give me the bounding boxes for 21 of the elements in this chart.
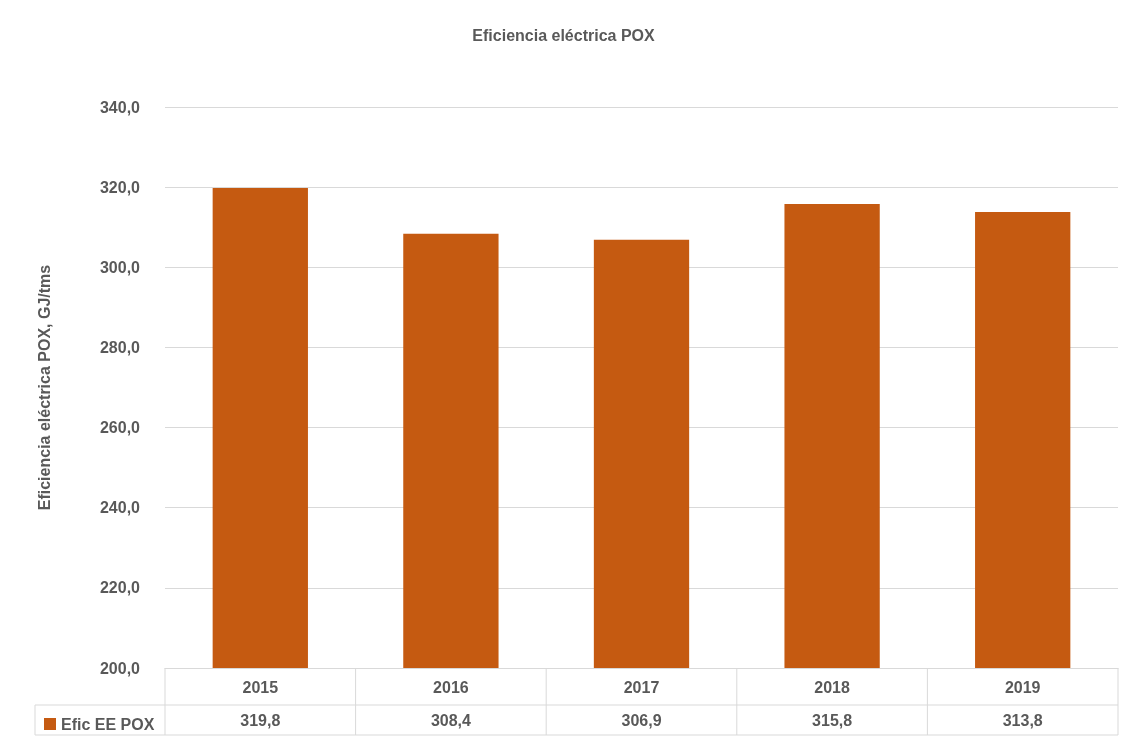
y-tick-label: 240,0 <box>99 499 141 517</box>
x-tick-label: 2015 <box>242 678 279 696</box>
x-tick-label: 2017 <box>623 678 660 696</box>
legend-label: Efic EE POX <box>61 715 155 733</box>
data-label: 308,4 <box>430 711 472 729</box>
y-tick-label: 320,0 <box>99 178 141 196</box>
y-tick-label: 200,0 <box>99 659 141 677</box>
y-tick-label: 220,0 <box>99 579 141 597</box>
data-label: 306,9 <box>621 711 662 729</box>
y-tick-label: 340,0 <box>99 98 141 116</box>
y-tick-label: 300,0 <box>99 258 141 276</box>
x-tick-label: 2019 <box>1004 678 1041 696</box>
data-label: 319,8 <box>240 711 281 729</box>
chart-title: Eficiencia eléctrica POX <box>472 26 655 44</box>
x-tick-label: 2016 <box>433 678 469 696</box>
data-label: 313,8 <box>1002 711 1043 729</box>
y-tick-label: 280,0 <box>99 338 141 356</box>
y-tick-label: 260,0 <box>99 419 141 437</box>
data-label: 315,8 <box>812 711 853 729</box>
y-axis-title: Eficiencia eléctrica POX, GJ/tms <box>35 264 53 511</box>
x-tick-label: 2018 <box>814 678 850 696</box>
